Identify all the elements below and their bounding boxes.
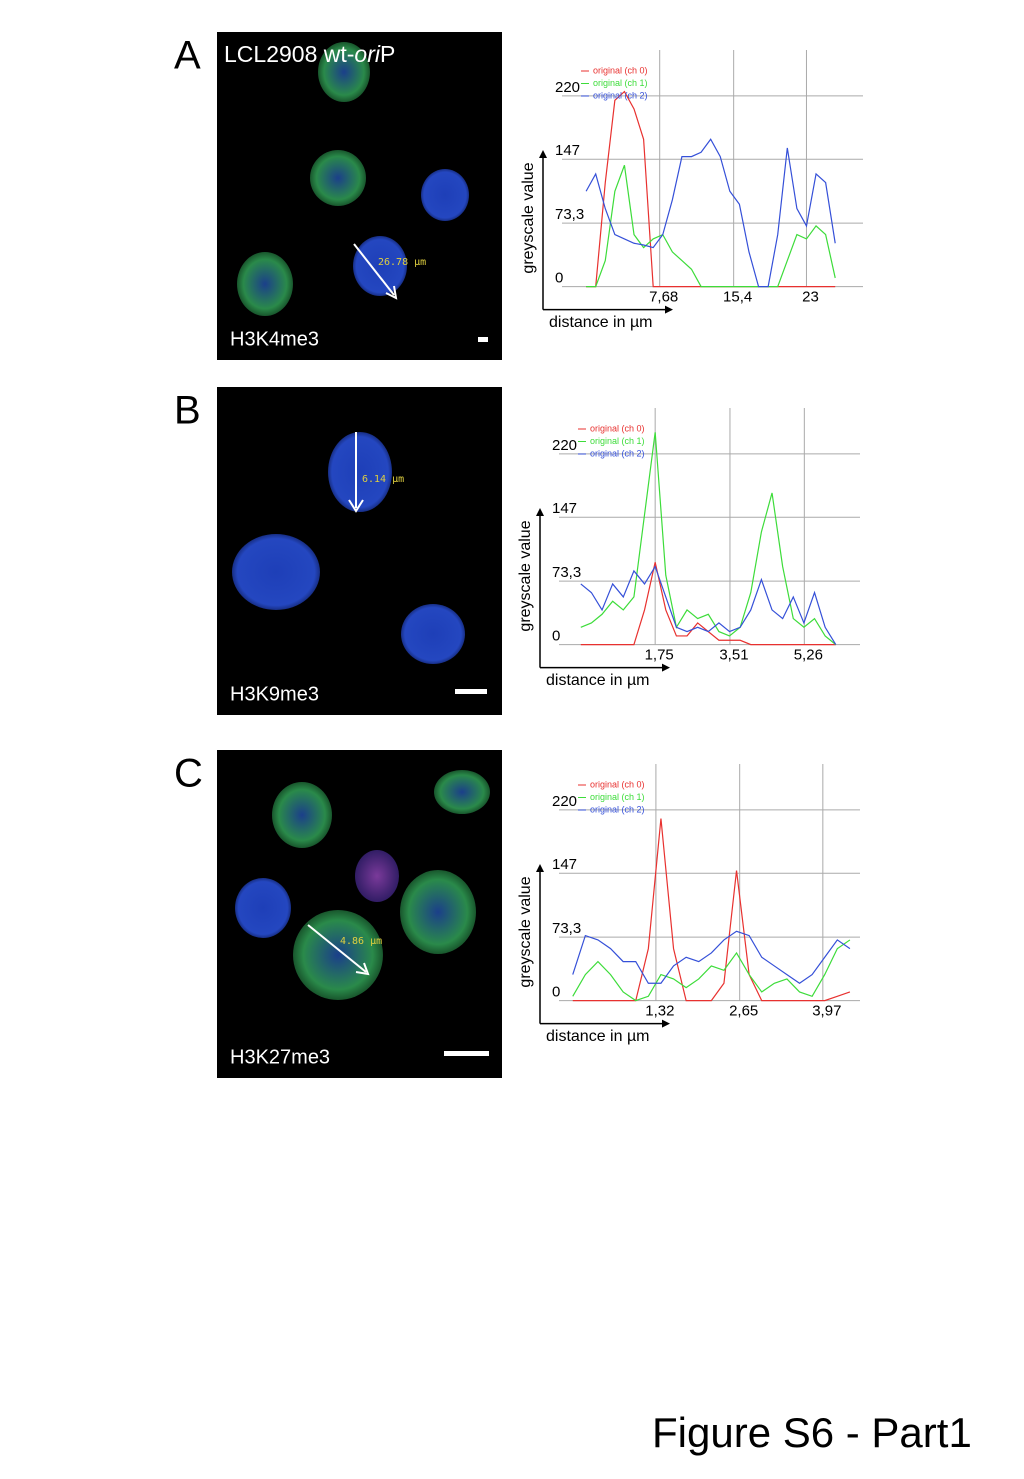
legend-entry: original (ch 0) [593, 65, 648, 75]
measurement: 6.14 µm [362, 474, 404, 485]
legend-entry: original (ch 0) [590, 779, 645, 789]
y-tick-label: 0 [555, 270, 563, 287]
legend-entry: original (ch 1) [590, 792, 645, 802]
measurement: 26.78 µm [378, 257, 426, 268]
nuclei [235, 770, 490, 1056]
profile-line [572, 939, 851, 1002]
profile-line [572, 930, 851, 984]
image-title: LCL2908 wt-oriP [224, 41, 395, 67]
profile-line [572, 818, 851, 1002]
profile-line [580, 432, 837, 646]
y-axis-label: greyscale value [517, 520, 534, 631]
x-tick-label: 15,4 [723, 289, 752, 306]
panel-letter: A [174, 34, 201, 78]
x-tick-label: 1,32 [645, 1003, 674, 1020]
y-tick-label: 73,3 [552, 564, 581, 581]
profile-line [585, 138, 836, 288]
axis-arrow [662, 663, 670, 672]
x-tick-label: 2,65 [729, 1003, 758, 1020]
x-tick-label: 5,26 [794, 647, 823, 664]
x-axis-label: distance in µm [549, 314, 652, 331]
legend-entry: original (ch 2) [593, 90, 648, 100]
legend-entry: original (ch 2) [590, 804, 645, 814]
axis-arrow [536, 864, 544, 872]
nuclei [237, 42, 488, 342]
x-tick-label: 23 [802, 289, 819, 306]
legend-entry: original (ch 0) [590, 423, 645, 433]
profile-line [580, 565, 837, 645]
title-part: LCL2908 wt- [224, 41, 354, 67]
stain-label: H3K4me3 [230, 328, 319, 350]
y-tick-label: 73,3 [555, 206, 584, 223]
nuclei [232, 432, 487, 694]
y-tick-label: 0 [552, 628, 560, 645]
y-tick-label: 147 [555, 142, 580, 159]
profile-line [586, 90, 836, 288]
stain-label: H3K27me3 [230, 1046, 330, 1068]
y-axis-label: greyscale value [517, 876, 534, 987]
legend-entry: original (ch 1) [590, 436, 645, 446]
y-tick-label: 0 [552, 984, 560, 1001]
legend-entry: original (ch 1) [593, 78, 648, 88]
x-axis-label: distance in µm [546, 672, 649, 689]
axis-arrow [665, 305, 673, 314]
profile-line [580, 562, 836, 646]
panel-letter: C [174, 752, 203, 796]
y-tick-label: 220 [552, 437, 577, 454]
y-tick-label: 73,3 [552, 920, 581, 937]
measurement: 4.86 µm [340, 936, 382, 947]
x-axis-label: distance in µm [546, 1028, 649, 1045]
axis-arrow [536, 508, 544, 516]
x-tick-label: 3,97 [812, 1003, 841, 1020]
legend-entry: original (ch 2) [590, 448, 645, 458]
y-tick-label: 220 [552, 793, 577, 810]
y-tick-label: 147 [552, 856, 577, 873]
y-axis-label: greyscale value [520, 162, 537, 273]
x-tick-label: 3,51 [719, 647, 748, 664]
profile-line [586, 165, 836, 288]
axis-arrow [539, 150, 547, 158]
title-part: ori [354, 41, 380, 67]
stain-label: H3K9me3 [230, 683, 319, 705]
title-part: P [380, 41, 395, 67]
x-tick-label: 7,68 [649, 289, 678, 306]
panel-letter: B [174, 389, 201, 433]
y-tick-label: 220 [555, 79, 580, 96]
axis-arrow [662, 1019, 670, 1028]
y-tick-label: 147 [552, 500, 577, 517]
figure-label: Figure S6 - Part1 [652, 1409, 972, 1456]
x-tick-label: 1,75 [645, 647, 674, 664]
